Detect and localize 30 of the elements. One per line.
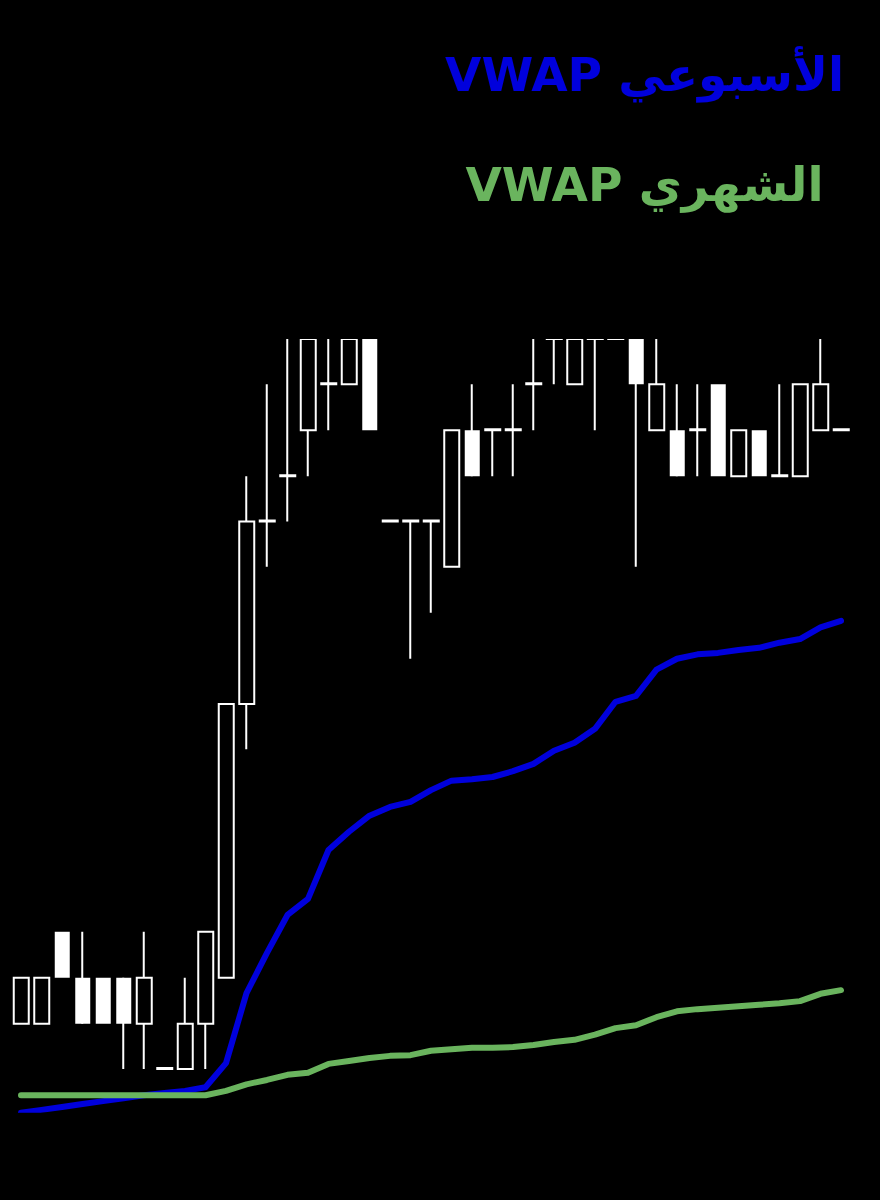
candlestick [832, 428, 850, 432]
candlestick [751, 430, 767, 477]
candlestick [710, 384, 726, 477]
candlestick [156, 1067, 174, 1070]
candlestick [771, 384, 789, 478]
candlestick [566, 339, 584, 386]
candlestick [33, 976, 51, 1025]
candlestick [689, 384, 707, 477]
candlestick [443, 429, 461, 568]
candlestick [217, 703, 235, 979]
candlestick [730, 429, 748, 478]
candlestick [340, 339, 358, 386]
candlestick [95, 977, 111, 1024]
candlestick [320, 339, 338, 431]
candlestick [362, 339, 378, 431]
candlestick [12, 976, 30, 1025]
text: الشهري VWAP [465, 157, 824, 212]
candlestick [586, 339, 604, 431]
candlestick [545, 339, 563, 385]
candlestick [504, 384, 522, 477]
candlestick [791, 383, 809, 478]
candlestick [381, 519, 399, 523]
candlestick [422, 519, 440, 613]
candlestick [402, 519, 420, 659]
text: الأسبوعي VWAP [445, 47, 844, 102]
candlestick [484, 428, 502, 477]
candlestick [258, 384, 276, 567]
candlestick [525, 339, 543, 431]
candlestick [279, 339, 297, 522]
candlestick [54, 931, 70, 978]
